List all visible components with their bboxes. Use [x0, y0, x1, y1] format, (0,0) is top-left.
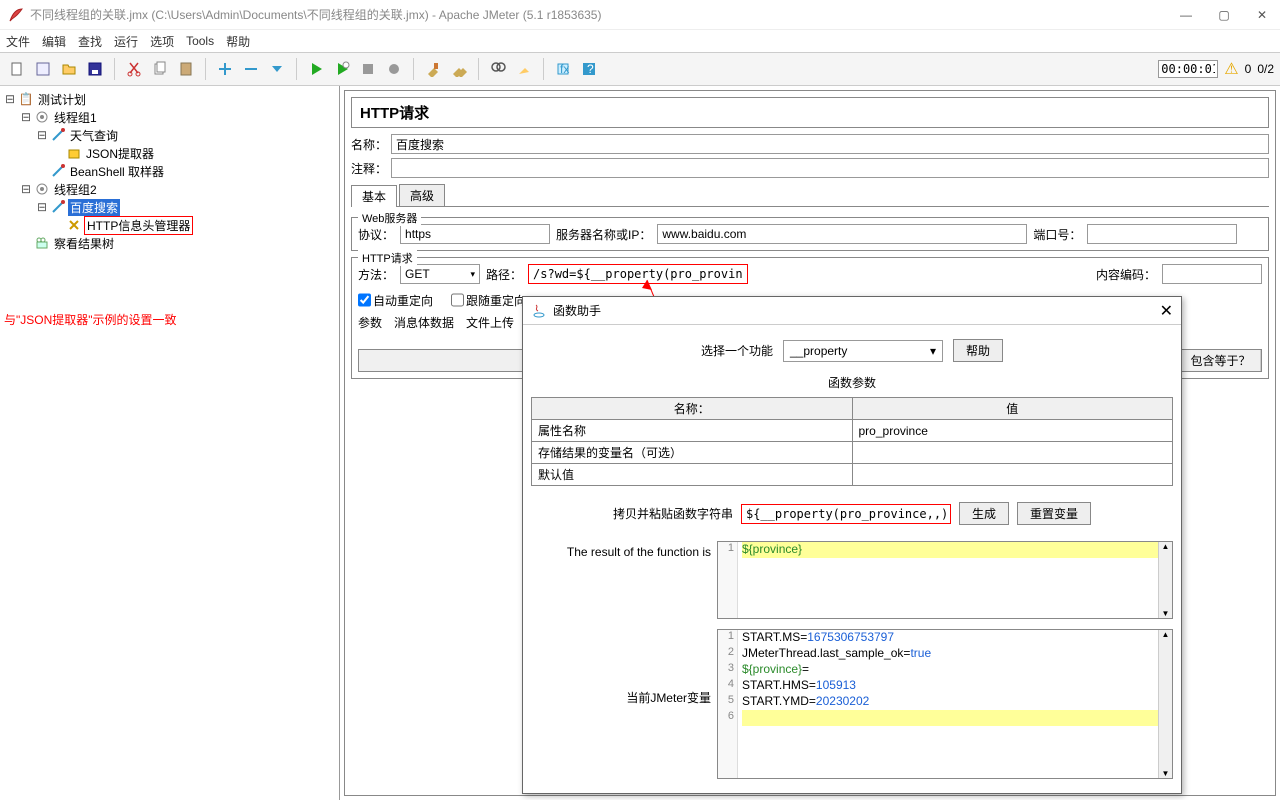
function-params-table[interactable]: 名称：值 属性名称pro_province 存储结果的变量名（可选） 默认值 — [531, 397, 1173, 486]
svg-text:?: ? — [587, 62, 594, 76]
thread-count: 0/2 — [1257, 62, 1274, 76]
tree-json-extractor[interactable]: JSON提取器 — [84, 145, 156, 162]
open-icon[interactable] — [58, 58, 80, 80]
java-icon — [531, 303, 547, 319]
server-label: 服务器名称或IP： — [556, 226, 651, 243]
encoding-input[interactable] — [1162, 264, 1262, 284]
dialog-close-icon[interactable]: ✕ — [1160, 301, 1173, 321]
tree-baidu-search[interactable]: 百度搜索 — [68, 199, 120, 216]
maximize-button[interactable]: ▢ — [1214, 8, 1234, 22]
menu-search[interactable]: 查找 — [78, 33, 102, 50]
tab-basic[interactable]: 基本 — [351, 185, 397, 207]
tree-thread-group-2[interactable]: 线程组2 — [52, 181, 99, 198]
encoding-label: 内容编码： — [1096, 266, 1156, 283]
menu-help[interactable]: 帮助 — [226, 33, 250, 50]
comment-input[interactable] — [391, 158, 1269, 178]
function-helper-dialog: 函数助手 ✕ 选择一个功能 __property▾ 帮助 函数参数 名称：值 属… — [522, 296, 1182, 794]
web-server-legend: Web服务器 — [358, 210, 421, 226]
clear-all-icon[interactable] — [448, 58, 470, 80]
close-button[interactable]: ✕ — [1252, 8, 1272, 22]
warning-icon[interactable]: ⚠ — [1224, 59, 1238, 79]
save-icon[interactable] — [84, 58, 106, 80]
path-label: 路径： — [486, 266, 522, 283]
server-input[interactable] — [657, 224, 1027, 244]
name-label: 名称： — [351, 136, 387, 153]
menubar: 文件 编辑 查找 运行 选项 Tools 帮助 — [0, 30, 1280, 52]
name-input[interactable] — [391, 134, 1269, 154]
tab-advanced[interactable]: 高级 — [399, 184, 445, 206]
menu-options[interactable]: 选项 — [150, 33, 174, 50]
menu-tools[interactable]: Tools — [186, 34, 214, 48]
vars-code-area[interactable]: 123456 START.MS=1675306753797JMeterThrea… — [717, 629, 1173, 779]
method-select[interactable]: GET▾ — [400, 264, 480, 284]
tree-view-results-tree[interactable]: 察看结果树 — [52, 235, 116, 252]
jmeter-icon — [8, 7, 24, 23]
dialog-title: 函数助手 — [553, 302, 601, 319]
test-plan-tree[interactable]: ⊟📋测试计划 ⊟线程组1 ⊟天气查询 JSON提取器 BeanShell 取样器… — [0, 86, 340, 800]
result-code-area[interactable]: 1 ${province} — [717, 541, 1173, 619]
svg-text:fx: fx — [560, 62, 569, 76]
tab-body-data[interactable]: 消息体数据 — [394, 314, 454, 331]
menu-run[interactable]: 运行 — [114, 33, 138, 50]
panel-title: HTTP请求 — [351, 97, 1269, 128]
port-input[interactable] — [1087, 224, 1237, 244]
collapse-icon[interactable] — [240, 58, 262, 80]
tree-beanshell-sampler[interactable]: BeanShell 取样器 — [68, 163, 166, 180]
function-helper-icon[interactable]: fx — [552, 58, 574, 80]
templates-icon[interactable] — [32, 58, 54, 80]
help-button[interactable]: 帮助 — [953, 339, 1003, 362]
start-icon[interactable] — [305, 58, 327, 80]
param-col-contains: 包含等于？ — [1181, 350, 1261, 371]
auto-redirect-checkbox[interactable]: 自动重定向 — [358, 290, 433, 310]
follow-redirect-checkbox[interactable]: 跟随重定向 — [451, 290, 526, 310]
scrollbar[interactable] — [1158, 630, 1172, 778]
stop-icon[interactable] — [357, 58, 379, 80]
window-titlebar: 不同线程组的关联.jmx (C:\Users\Admin\Documents\不… — [0, 0, 1280, 30]
window-title: 不同线程组的关联.jmx (C:\Users\Admin\Documents\不… — [30, 6, 1176, 23]
start-notimer-icon[interactable] — [331, 58, 353, 80]
toolbar: fx ? ⚠ 0 0/2 — [0, 52, 1280, 86]
protocol-input[interactable] — [400, 224, 550, 244]
menu-edit[interactable]: 编辑 — [42, 33, 66, 50]
reset-search-icon[interactable] — [513, 58, 535, 80]
red-annotation: 与"JSON提取器"示例的设置一致 — [4, 311, 177, 328]
toggle-icon[interactable] — [266, 58, 288, 80]
search-icon[interactable] — [487, 58, 509, 80]
paste-icon[interactable] — [175, 58, 197, 80]
function-select[interactable]: __property▾ — [783, 340, 943, 362]
method-label: 方法： — [358, 266, 394, 283]
scrollbar[interactable] — [1158, 542, 1172, 618]
help-icon[interactable]: ? — [578, 58, 600, 80]
timer-display — [1158, 60, 1218, 78]
tree-thread-group-1[interactable]: 线程组1 — [52, 109, 99, 126]
reset-vars-button[interactable]: 重置变量 — [1017, 502, 1091, 525]
tree-test-plan[interactable]: 测试计划 — [36, 91, 88, 108]
protocol-label: 协议： — [358, 226, 394, 243]
port-label: 端口号： — [1033, 226, 1081, 243]
minimize-button[interactable]: — — [1176, 8, 1196, 22]
path-input[interactable] — [528, 264, 748, 284]
function-params-title: 函数参数 — [531, 374, 1173, 391]
expand-icon[interactable] — [214, 58, 236, 80]
new-icon[interactable] — [6, 58, 28, 80]
generate-button[interactable]: 生成 — [959, 502, 1009, 525]
select-function-label: 选择一个功能 — [701, 342, 773, 359]
function-string-input[interactable] — [741, 504, 951, 524]
comment-label: 注释： — [351, 160, 387, 177]
shutdown-icon[interactable] — [383, 58, 405, 80]
tab-file-upload[interactable]: 文件上传 — [466, 314, 514, 331]
tab-params[interactable]: 参数 — [358, 314, 382, 331]
copy-label: 拷贝并粘贴函数字符串 — [613, 505, 733, 522]
clear-icon[interactable] — [422, 58, 444, 80]
error-count: 0 — [1245, 62, 1252, 76]
tree-weather-query[interactable]: 天气查询 — [68, 127, 120, 144]
result-label: The result of the function is — [531, 541, 711, 619]
menu-file[interactable]: 文件 — [6, 33, 30, 50]
copy-icon[interactable] — [149, 58, 171, 80]
tree-http-header-manager[interactable]: HTTP信息头管理器 — [84, 216, 193, 235]
vars-label: 当前JMeter变量 — [531, 629, 711, 779]
cut-icon[interactable] — [123, 58, 145, 80]
http-request-legend: HTTP请求 — [358, 250, 417, 266]
